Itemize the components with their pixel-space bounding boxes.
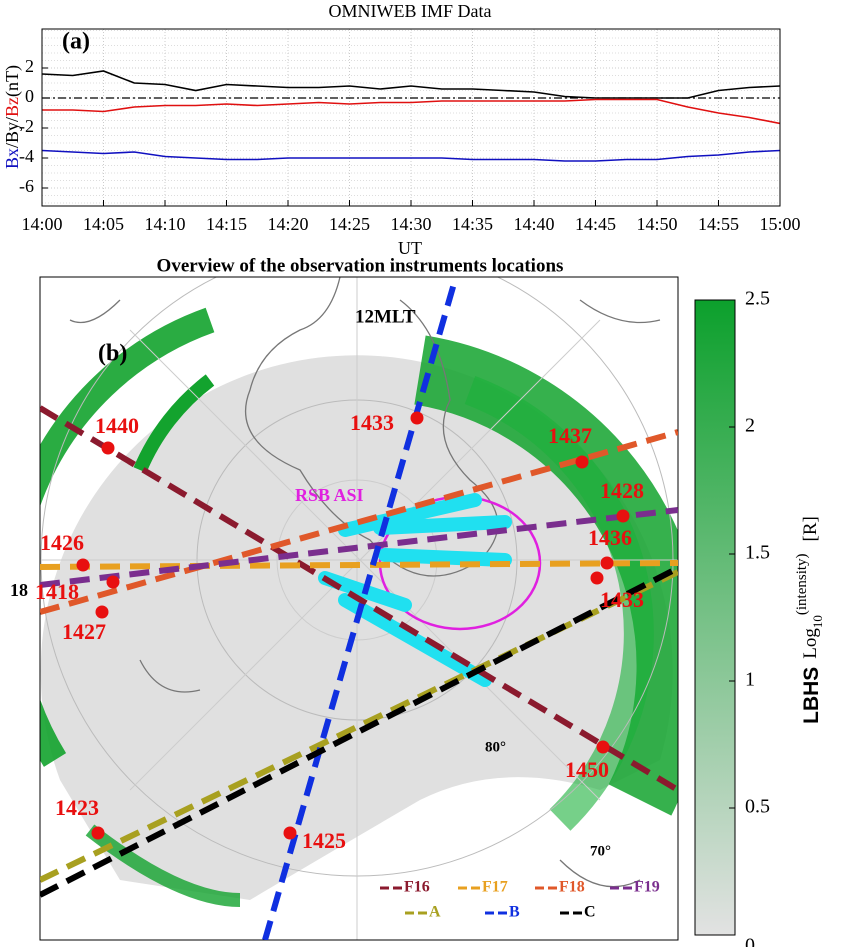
y-axis-label-part: Bx bbox=[2, 148, 22, 169]
chart-title: Overview of the observation instruments … bbox=[157, 255, 564, 276]
station-point bbox=[92, 827, 105, 840]
x-tick-label: 14:05 bbox=[83, 214, 124, 234]
colorbar-label-log: Log bbox=[800, 628, 821, 659]
station-label: 1440 bbox=[95, 413, 139, 438]
x-tick-label: 14:50 bbox=[636, 214, 677, 234]
colorbar bbox=[695, 300, 735, 935]
colorbar-tick-label: 2 bbox=[745, 415, 755, 437]
colorbar-label-unit: [R] bbox=[800, 516, 821, 541]
station-point bbox=[601, 557, 614, 570]
station-point bbox=[102, 442, 115, 455]
x-tick-label: 14:10 bbox=[144, 214, 185, 234]
y-axis-label-unit: (nT) bbox=[2, 65, 23, 97]
station-label: 1437 bbox=[548, 423, 592, 448]
colorbar-label-base: 10 bbox=[810, 615, 825, 628]
x-tick-label: 14:00 bbox=[21, 214, 62, 234]
station-point bbox=[617, 510, 630, 523]
colorbar-tick-label: 1.5 bbox=[745, 542, 770, 564]
figure: OMNIWEB IMF Data-6-4-20214:0014:0514:101… bbox=[0, 0, 844, 947]
legend-label: F17 bbox=[482, 879, 508, 896]
colorbar-tick-label: 2.5 bbox=[745, 288, 770, 310]
panel-label: (a) bbox=[62, 29, 90, 55]
y-tick-label: -6 bbox=[19, 176, 34, 196]
station-label: 1423 bbox=[55, 795, 99, 820]
x-tick-label: 14:25 bbox=[329, 214, 370, 234]
x-tick-label: 14:40 bbox=[513, 214, 554, 234]
y-tick-label: 2 bbox=[25, 56, 34, 76]
colorbar-label-bold: LBHS bbox=[800, 667, 823, 724]
colorbar-tick-label: 0.5 bbox=[745, 796, 770, 818]
map-annotation: 18 bbox=[10, 580, 28, 600]
x-tick-label: 14:30 bbox=[390, 214, 431, 234]
map-annotation: 70° bbox=[590, 843, 611, 859]
y-axis-label-part: Bz bbox=[2, 97, 22, 117]
map-annotation: (b) bbox=[98, 341, 127, 367]
station-label: 1428 bbox=[600, 478, 644, 503]
x-tick-label: 14:35 bbox=[452, 214, 493, 234]
station-point bbox=[284, 827, 297, 840]
station-point bbox=[576, 456, 589, 469]
station-label: 1426 bbox=[40, 530, 84, 555]
colorbar-label-sup: (intensity) bbox=[794, 553, 810, 615]
map-annotation: RSB ASI bbox=[295, 485, 364, 505]
map-annotation: 80° bbox=[485, 739, 506, 755]
station-label: 1427 bbox=[62, 619, 106, 644]
legend-label: A bbox=[429, 904, 441, 921]
station-point bbox=[96, 606, 109, 619]
x-tick-label: 14:55 bbox=[698, 214, 739, 234]
y-axis-label: Bx/By/Bz(nT) bbox=[2, 65, 23, 169]
station-point bbox=[77, 559, 90, 572]
station-label: 1425 bbox=[302, 828, 346, 853]
legend-label: C bbox=[584, 904, 596, 921]
x-tick-label: 14:45 bbox=[575, 214, 616, 234]
colorbar-tick-label: 1 bbox=[745, 669, 755, 691]
station-label: 1433 bbox=[600, 587, 644, 612]
x-tick-label: 15:00 bbox=[759, 214, 800, 234]
station-label: 1450 bbox=[565, 757, 609, 782]
x-tick-label: 14:20 bbox=[267, 214, 308, 234]
colorbar-label: LBHS Log10(intensity) [R] bbox=[794, 516, 825, 724]
legend-label: B bbox=[509, 904, 520, 921]
colorbar-tick-label: 0 bbox=[745, 935, 755, 947]
chart-title: OMNIWEB IMF Data bbox=[329, 1, 492, 21]
y-axis-label-part: By bbox=[2, 122, 22, 143]
station-label: 1433 bbox=[350, 410, 394, 435]
station-point bbox=[411, 412, 424, 425]
station-label: 1436 bbox=[588, 525, 632, 550]
station-point bbox=[597, 741, 610, 754]
satellite-track bbox=[40, 563, 678, 567]
y-tick-label: 0 bbox=[25, 86, 34, 106]
station-point bbox=[107, 576, 120, 589]
map-annotation: 12MLT bbox=[355, 306, 416, 327]
x-tick-label: 14:15 bbox=[206, 214, 247, 234]
legend-label: F19 bbox=[634, 879, 660, 896]
legend-label: F16 bbox=[404, 879, 430, 896]
station-label: 1418 bbox=[35, 579, 79, 604]
legend-label: F18 bbox=[559, 879, 585, 896]
station-point bbox=[591, 572, 604, 585]
